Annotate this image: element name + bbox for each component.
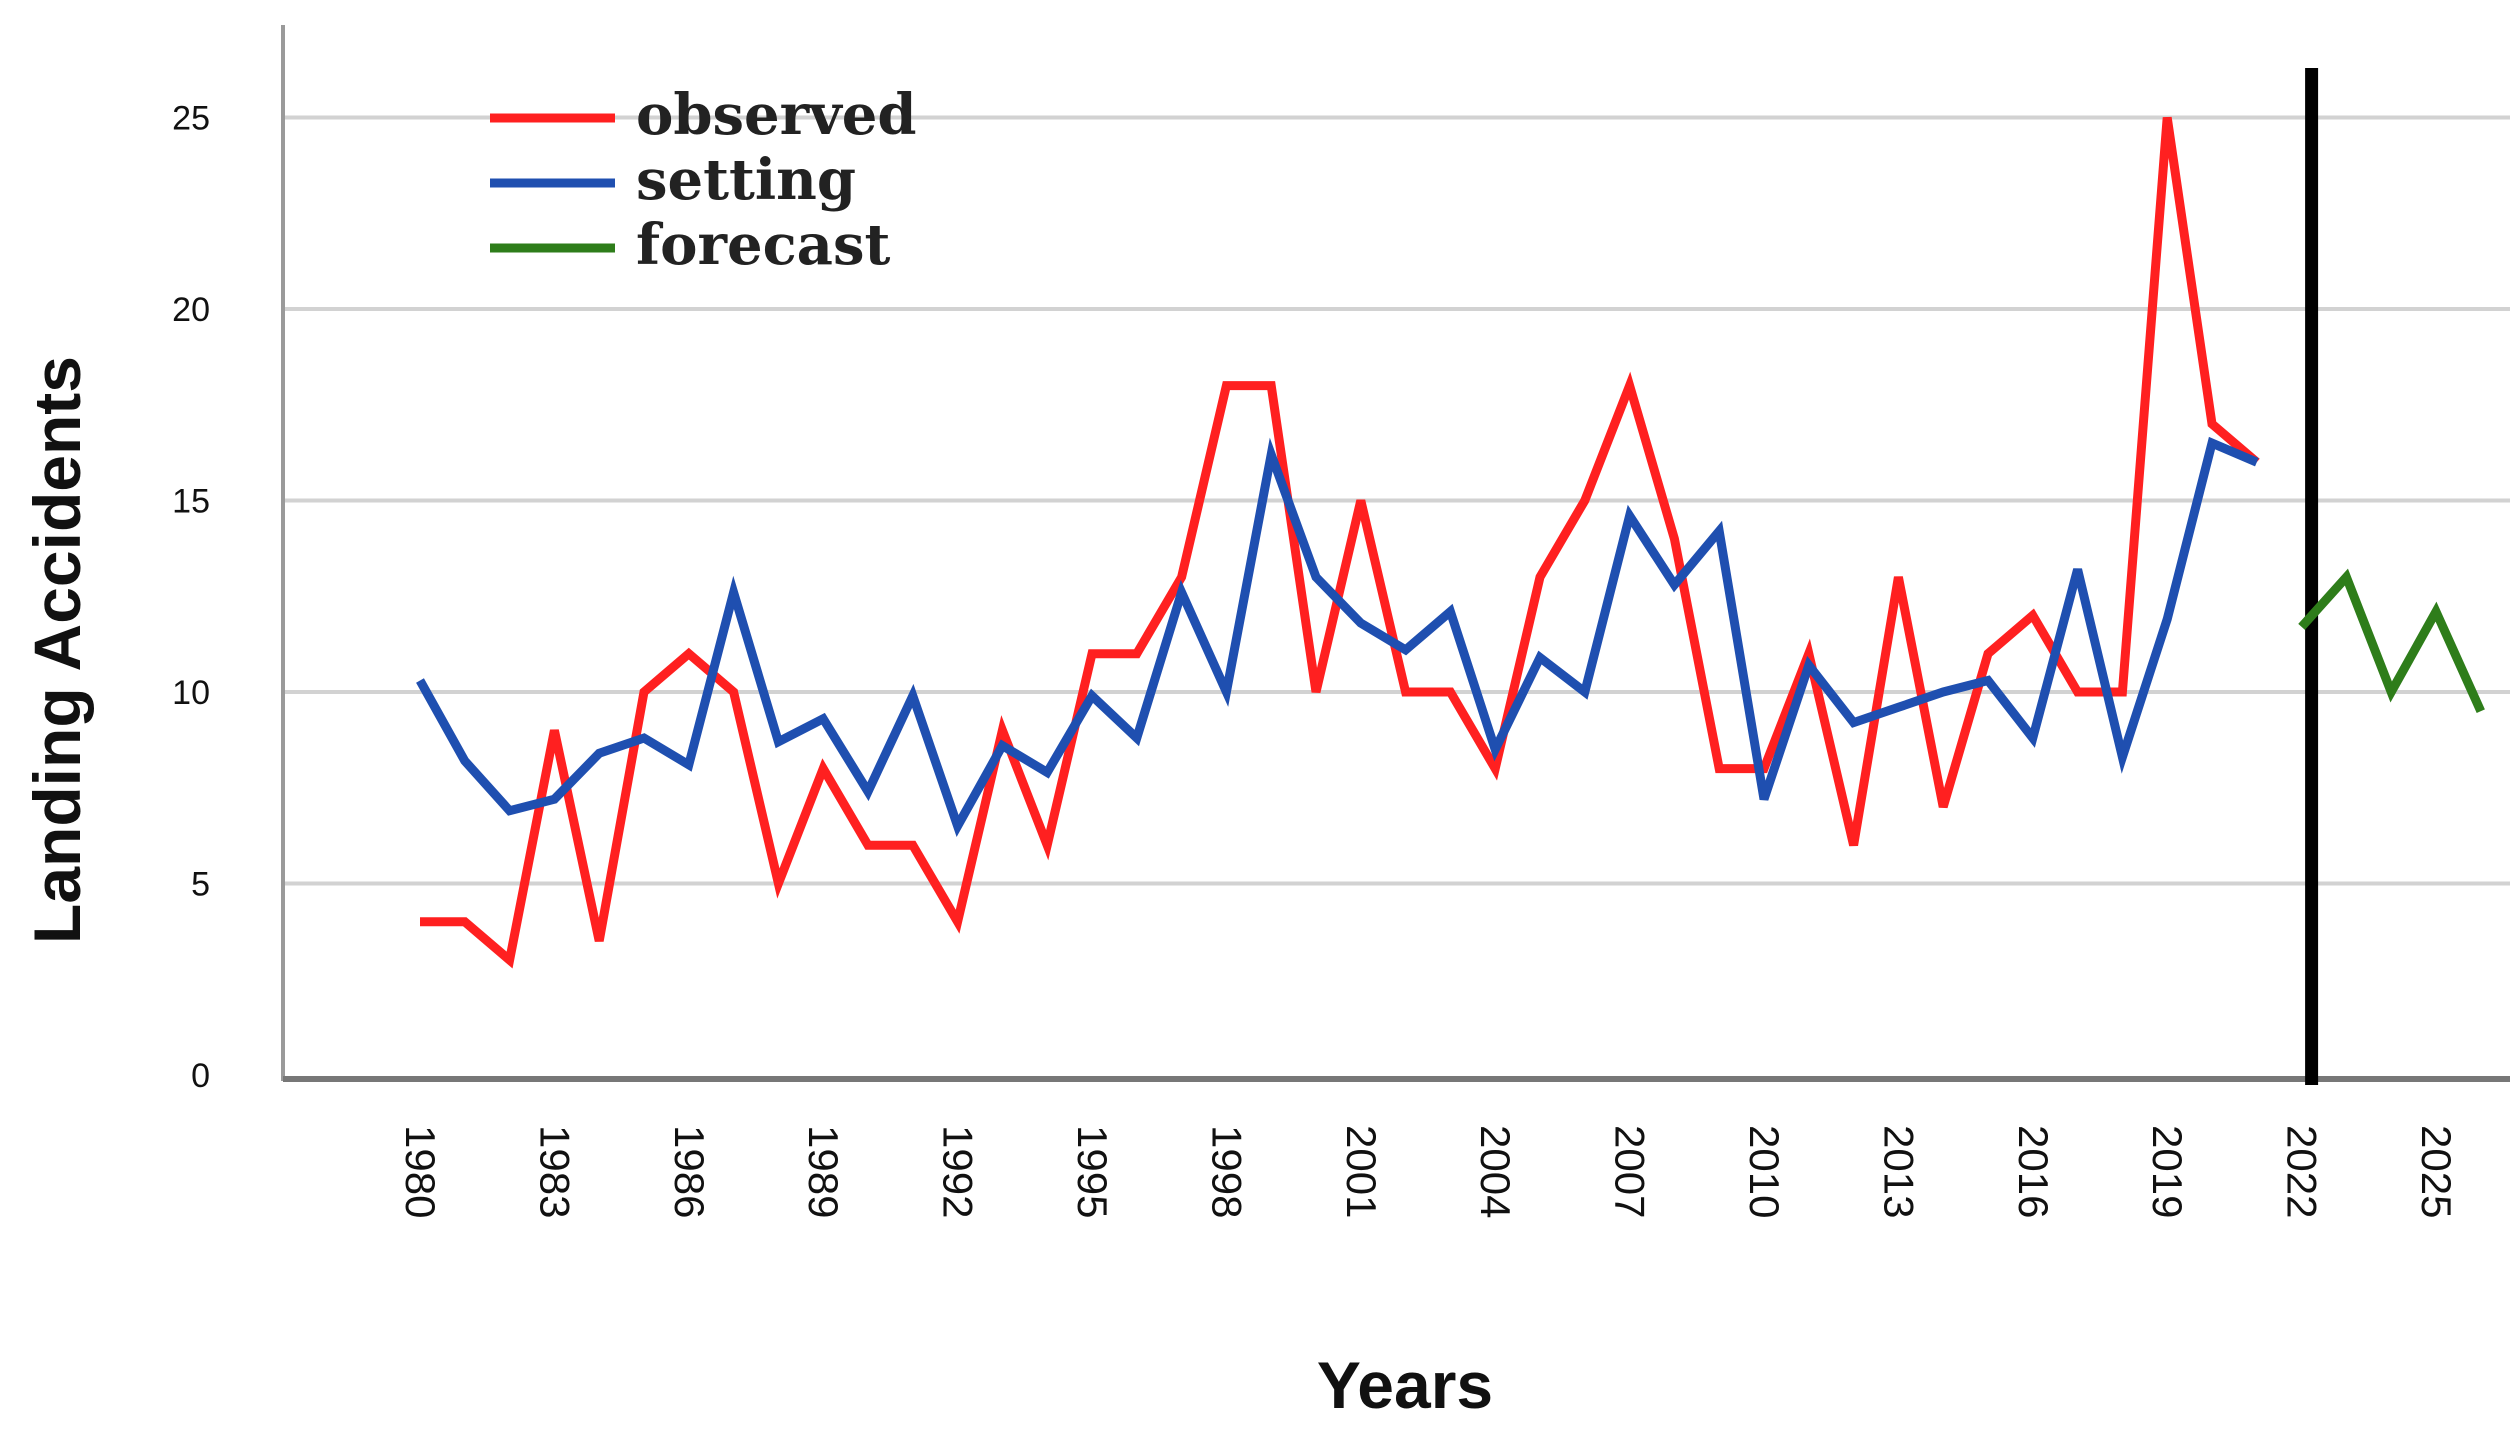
legend-label-observed: observed <box>636 82 917 148</box>
x-tick-label-1998: 1998 <box>1203 1125 1250 1218</box>
x-tick-label-1992: 1992 <box>935 1125 982 1218</box>
x-tick-label-2019: 2019 <box>2144 1125 2191 1218</box>
y-tick-label-10: 10 <box>172 674 210 712</box>
x-tick-label-2001: 2001 <box>1338 1125 1385 1218</box>
y-tick-label-5: 5 <box>191 866 210 904</box>
x-tick-label-2016: 2016 <box>2010 1125 2057 1218</box>
series-lines <box>416 116 2485 969</box>
x-tick-label-1986: 1986 <box>666 1125 713 1218</box>
series-line-setting <box>416 436 2259 837</box>
y-tick-label-20: 20 <box>172 291 210 329</box>
y-tick-label-0: 0 <box>191 1057 210 1095</box>
x-tick-label-1980: 1980 <box>397 1125 444 1218</box>
x-tick-label-1983: 1983 <box>531 1125 578 1218</box>
gridlines <box>283 115 2510 886</box>
x-tick-label-1995: 1995 <box>1069 1125 1116 1218</box>
x-tick-label-2013: 2013 <box>1875 1125 1922 1218</box>
x-tick-label-2022: 2022 <box>2279 1125 2326 1218</box>
legend-label-forecast: forecast <box>636 212 890 278</box>
x-axis-title: Years <box>1317 1348 1493 1422</box>
series-line-forecast <box>2298 568 2485 714</box>
legend-label-setting: setting <box>636 147 856 213</box>
y-tick-label-15: 15 <box>172 483 210 521</box>
x-tick-label-2007: 2007 <box>1607 1125 1654 1218</box>
x-tick-label-2004: 2004 <box>1472 1125 1519 1218</box>
x-tick-label-2025: 2025 <box>2413 1125 2460 1218</box>
axes <box>281 25 2510 1085</box>
y-tick-label-25: 25 <box>172 100 210 138</box>
x-tick-label-2010: 2010 <box>1741 1125 1788 1218</box>
y-axis-title: Landing Accidents <box>20 356 94 944</box>
x-tick-label-1989: 1989 <box>800 1125 847 1218</box>
